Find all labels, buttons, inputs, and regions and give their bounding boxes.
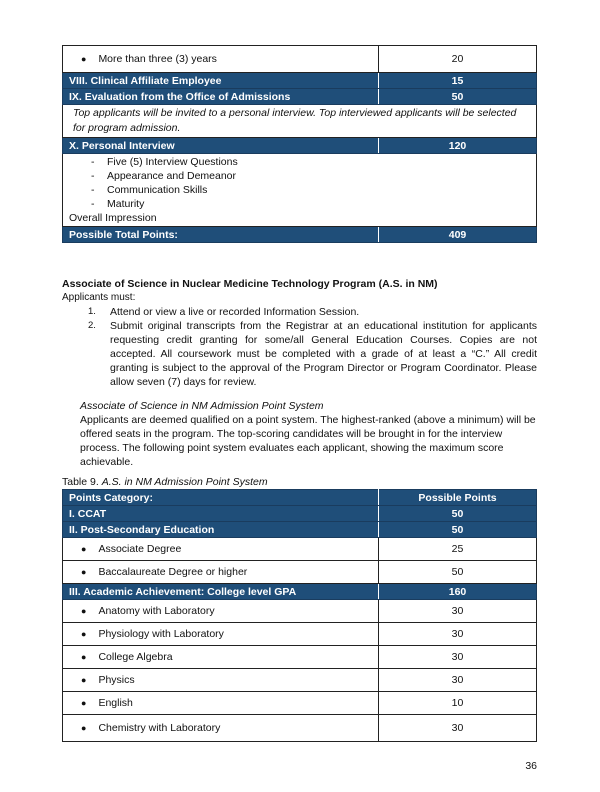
row-points: 20 bbox=[378, 45, 537, 73]
row-label: I. CCAT bbox=[62, 505, 379, 522]
row-label: VIII. Clinical Affiliate Employee bbox=[62, 72, 379, 89]
header-points: Possible Points bbox=[378, 489, 537, 506]
row-label: X. Personal Interview bbox=[62, 137, 379, 154]
subtitle: Associate of Science in NM Admission Poi… bbox=[80, 400, 324, 412]
row-label: Associate Degree bbox=[62, 537, 379, 561]
row-points: 120 bbox=[378, 137, 537, 154]
list-item: - Communication Skills bbox=[91, 184, 208, 196]
item-text: Appearance and Demeanor bbox=[107, 170, 237, 182]
table-header: Points Category: Possible Points bbox=[62, 489, 537, 506]
note: Top applicants will be invited to a pers… bbox=[62, 104, 537, 138]
table-row: X. Personal Interview 120 bbox=[62, 137, 537, 154]
intro: Applicants must: bbox=[62, 292, 136, 303]
row-points: 30 bbox=[378, 714, 537, 742]
row-label: Physics bbox=[62, 668, 379, 692]
item-text: Five (5) Interview Questions bbox=[107, 156, 238, 168]
list-item: 1. Attend or view a live or recorded Info… bbox=[88, 306, 360, 318]
table-row: - Five (5) Interview Questions - Appearanc… bbox=[62, 153, 537, 227]
row-points: 10 bbox=[378, 691, 537, 715]
list-item: - Maturity bbox=[91, 198, 145, 210]
caption-prefix: Table 9. bbox=[62, 476, 102, 488]
steps-list: 1. Attend or view a live or recorded Info… bbox=[88, 305, 537, 389]
row-points: 50 bbox=[378, 560, 537, 584]
table-row: VIII. Clinical Affiliate Employee 15 bbox=[62, 72, 537, 89]
row-label: III. Academic Achievement: College level… bbox=[62, 583, 379, 600]
row-points: 30 bbox=[378, 645, 537, 669]
row-label: Physiology with Laboratory bbox=[62, 622, 379, 646]
table-row: I. CCAT 50 bbox=[62, 505, 537, 522]
item-text: Communication Skills bbox=[107, 184, 208, 196]
row-points: 30 bbox=[378, 668, 537, 692]
row-label: College Algebra bbox=[62, 645, 379, 669]
table-row: III. Academic Achievement: College level… bbox=[62, 583, 537, 600]
row-points: 50 bbox=[378, 88, 537, 105]
row-label: English bbox=[62, 691, 379, 715]
section-title: Associate of Science in Nuclear Medicine… bbox=[62, 278, 438, 290]
row-points: 50 bbox=[378, 521, 537, 538]
step-text: Attend or view a live or recorded Inform… bbox=[110, 306, 360, 318]
points-table: Points Category: Possible Points I. CCAT 5… bbox=[62, 489, 537, 742]
caption-title: A.S. in NM Admission Point System bbox=[101, 476, 268, 488]
row-label: Chemistry with Laboratory bbox=[62, 714, 379, 742]
row-points: 30 bbox=[378, 622, 537, 646]
table-caption: Table 9. A.S. in NM Admission Point Syst… bbox=[62, 475, 537, 489]
page-number: 36 bbox=[525, 760, 537, 772]
overall-impression: Overall Impression bbox=[69, 212, 157, 224]
row-label: IX. Evaluation from the Office of Admiss… bbox=[62, 88, 379, 105]
row-label: More than three (3) years bbox=[62, 45, 379, 73]
total-points: 409 bbox=[378, 226, 537, 243]
step-text: Submit original transcripts from the Reg… bbox=[110, 320, 537, 388]
item-text: Maturity bbox=[107, 198, 145, 210]
table-row: Possible Total Points: 409 bbox=[62, 226, 537, 243]
row-label: II. Post-Secondary Education bbox=[62, 521, 379, 538]
total-label: Possible Total Points: bbox=[62, 226, 379, 243]
row-points: 15 bbox=[378, 72, 537, 89]
row-label: Baccalaureate Degree or higher bbox=[62, 560, 379, 584]
row-points: 30 bbox=[378, 599, 537, 623]
table-row: Top applicants will be invited to a pers… bbox=[62, 104, 537, 138]
list-item: 2. Submit original transcripts from the R… bbox=[88, 320, 537, 388]
header-label: Points Category: bbox=[62, 489, 379, 506]
table-row: II. Post-Secondary Education 50 bbox=[62, 521, 537, 538]
table-row: IX. Evaluation from the Office of Admiss… bbox=[62, 88, 537, 105]
list-item: - Five (5) Interview Questions bbox=[91, 156, 238, 168]
row-points: 160 bbox=[378, 583, 537, 600]
list-item: - Appearance and Demeanor bbox=[91, 170, 237, 182]
row-points: 50 bbox=[378, 505, 537, 522]
paragraph: Applicants are deemed qualified on a poi… bbox=[80, 414, 536, 468]
row-points: 25 bbox=[378, 537, 537, 561]
row-label: Anatomy with Laboratory bbox=[62, 599, 379, 623]
